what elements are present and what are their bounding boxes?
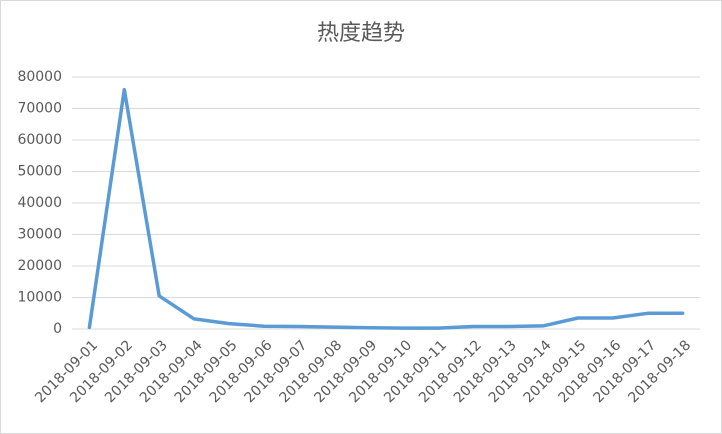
y-tick-label: 40000 xyxy=(17,195,62,211)
chart-title: 热度趋势 xyxy=(317,21,405,46)
y-tick-label: 50000 xyxy=(17,164,62,180)
y-tick-label: 20000 xyxy=(17,258,62,274)
y-tick-label: 0 xyxy=(53,321,62,337)
y-tick-label: 60000 xyxy=(17,132,62,148)
y-tick-label: 10000 xyxy=(17,290,62,306)
y-tick-label: 30000 xyxy=(17,227,62,243)
y-tick-label: 70000 xyxy=(17,101,62,117)
y-tick-label: 80000 xyxy=(17,69,62,85)
line-series xyxy=(87,87,685,330)
